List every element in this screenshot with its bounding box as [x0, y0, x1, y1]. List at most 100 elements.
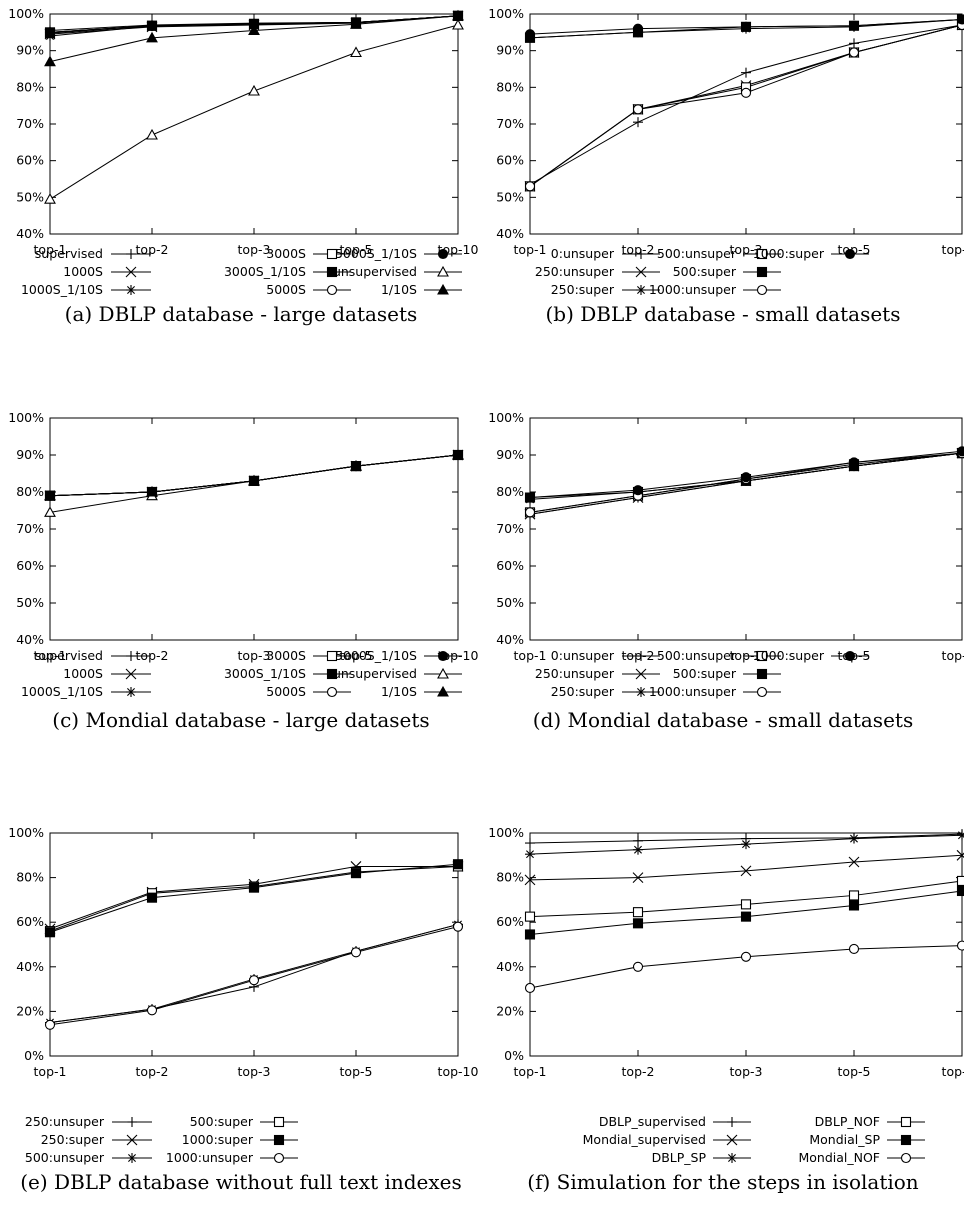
chart-a-legend-entry-1000s: 1000S — [63, 264, 151, 279]
chart-c-legend-entry-unsupervised: unsupervised — [333, 666, 462, 681]
chart-b-ytick-label: 50% — [496, 189, 524, 204]
chart-f-ytick-label: 40% — [496, 959, 524, 974]
chart-f-legend-label: Mondial_NOF — [798, 1150, 880, 1165]
chart-d-ytick-label: 70% — [496, 521, 524, 536]
chart-b-legend-label: 500:unsuper — [657, 246, 737, 261]
chart-f-legend-entry-dblp-sp: DBLP_SP — [652, 1150, 751, 1165]
chart-c-ytick-label: 40% — [16, 632, 44, 647]
chart-f-legend-label: Mondial_supervised — [583, 1132, 706, 1147]
chart-a-legend-label: 3000S — [266, 246, 306, 261]
chart-d-legend-entry-250-super: 250:super — [551, 684, 660, 699]
chart-d-legend-entry-250-unsuper: 250:unsuper — [535, 666, 660, 681]
chart-b-series-0-unsuper-point — [633, 117, 643, 127]
chart-b-legend-entry-250-super: 250:super — [551, 282, 660, 297]
chart-d-legend: 0:unsuper250:unsuper250:super500:unsuper… — [535, 648, 869, 699]
chart-e-xtick-label: top-2 — [136, 1064, 169, 1079]
chart-c-legend-entry-5000s: 5000S — [266, 684, 351, 699]
chart-a-legend-marker — [439, 250, 448, 259]
chart-b-legend-label: 1000:super — [753, 246, 825, 261]
chart-a-legend-entry-supervised: supervised — [35, 246, 151, 261]
chart-f-series-mondial-sp-point — [742, 912, 751, 921]
caption-f: (f) Simulation for the steps in isolatio… — [482, 1170, 964, 1194]
chart-f-legend-label: DBLP_NOF — [815, 1114, 880, 1129]
chart-f-xtick-label: top-5 — [838, 1064, 871, 1079]
chart-b-ytick-label: 60% — [496, 153, 524, 168]
chart-e-series-1000-unsuper-point — [352, 948, 361, 957]
chart-d-legend-label: 500:unsuper — [657, 648, 737, 663]
chart-a-series-unsupervised-line — [50, 25, 458, 199]
chart-b-series-1000-super-point — [850, 21, 859, 30]
caption-c: (c) Mondial database - large datasets — [0, 708, 482, 732]
chart-e-legend-label: 250:unsuper — [25, 1114, 105, 1129]
chart-d-xtick-label: top-1 — [514, 648, 547, 663]
chart-f-series-dblp-sp-point — [633, 845, 643, 855]
chart-f-legend-entry-dblp-nof: DBLP_NOF — [815, 1114, 925, 1129]
chart-c-legend-marker — [126, 651, 136, 661]
chart-b-series-500-unsuper-line — [530, 25, 962, 186]
caption-e: (e) DBLP database without full text inde… — [0, 1170, 482, 1194]
chart-b-xtick-label: top-10 — [942, 242, 964, 257]
chart-a-ytick-label: 50% — [16, 189, 44, 204]
chart-f-series-mondial-nof-point — [850, 944, 859, 953]
chart-e-xtick-label: top-3 — [238, 1064, 271, 1079]
chart-b-series-1000-unsuper-line — [530, 25, 962, 186]
chart-f-legend-label: DBLP_supervised — [599, 1114, 706, 1129]
chart-d-ytick-label: 40% — [496, 632, 524, 647]
chart-a-legend-label: 1/10S — [381, 282, 417, 297]
chart-c-legend-label: 5000S_1/10S — [335, 648, 417, 663]
chart-f-series-mondial-nof — [526, 941, 964, 992]
chart-b-legend: 0:unsuper250:unsuper250:super500:unsuper… — [535, 246, 869, 297]
chart-e-legend-marker — [127, 1153, 137, 1163]
chart-f-series-dblp-sp-point — [741, 839, 751, 849]
chart-b-series-1000-unsuper-point — [742, 88, 751, 97]
chart-f-series-mondial-sp-point — [526, 930, 535, 939]
chart-b-legend-label: 500:super — [673, 264, 737, 279]
chart-b-series-1000-unsuper-point — [634, 105, 643, 114]
chart-a-legend-label: 5000S_1/10S — [335, 246, 417, 261]
chart-f-ytick-label: 80% — [496, 870, 524, 885]
chart-f-xtick-label: top-2 — [622, 1064, 655, 1079]
chart-e-ytick-label: 0% — [24, 1048, 44, 1063]
chart-a-series-5000s-1-10s-point — [46, 28, 55, 37]
chart-a-ytick-label: 90% — [16, 43, 44, 58]
chart-e-legend-entry-1000-unsuper: 1000:unsuper — [166, 1150, 298, 1165]
chart-a-legend-marker — [328, 286, 337, 295]
chart-c-legend-label: 1000S — [63, 666, 103, 681]
chart-e-series-1000-super-line — [50, 864, 458, 932]
chart-f-legend-label: Mondial_SP — [809, 1132, 880, 1147]
chart-f-ytick-label: 20% — [496, 1003, 524, 1018]
chart-f-legend-entry-mondial-supervised: Mondial_supervised — [583, 1132, 751, 1147]
chart-e-series-1000-unsuper-point — [148, 1006, 157, 1015]
chart-b-legend-marker — [758, 268, 767, 277]
chart-e-ytick-label: 100% — [8, 825, 44, 840]
chart-c-ytick-label: 80% — [16, 484, 44, 499]
chart-a-legend-marker — [126, 249, 136, 259]
chart-e-legend-label: 250:super — [41, 1132, 105, 1147]
chart-a-ytick-label: 70% — [16, 116, 44, 131]
chart-d-ytick-label: 80% — [496, 484, 524, 499]
chart-f-series-mondial-supervised — [525, 850, 964, 885]
chart-e-legend-label: 1000:unsuper — [166, 1150, 254, 1165]
chart-f-series-mondial-nof-point — [634, 962, 643, 971]
chart-d-series-1000-super-point — [850, 458, 859, 467]
chart-e-legend-entry-1000-super: 1000:super — [182, 1132, 298, 1147]
chart-b-series-1000-unsuper — [526, 21, 964, 191]
chart-e-legend-entry-250-super: 250:super — [41, 1132, 152, 1147]
chart-c-legend-label: 5000S — [266, 684, 306, 699]
chart-e-legend-label: 500:unsuper — [25, 1150, 105, 1165]
chart-b-legend-label: 0:unsuper — [551, 246, 615, 261]
chart-c-legend-label: 1/10S — [381, 684, 417, 699]
chart-a-legend-label: unsupervised — [333, 264, 417, 279]
chart-c-legend-label: 1000S_1/10S — [21, 684, 103, 699]
chart-b-legend-marker — [846, 250, 855, 259]
chart-b-series-1000-super-point — [742, 22, 751, 31]
chart-f-legend-entry-mondial-nof: Mondial_NOF — [798, 1150, 925, 1165]
chart-d-series-1000-unsuper-point — [526, 508, 535, 517]
chart-c-ytick-label: 60% — [16, 558, 44, 573]
chart-b-series-0-unsuper-line — [530, 25, 962, 185]
chart-a-series-unsupervised-point — [249, 86, 259, 95]
chart-b-series-1000-super-point — [526, 30, 535, 39]
chart-c-ytick-label: 90% — [16, 447, 44, 462]
chart-b-frame — [530, 14, 962, 234]
